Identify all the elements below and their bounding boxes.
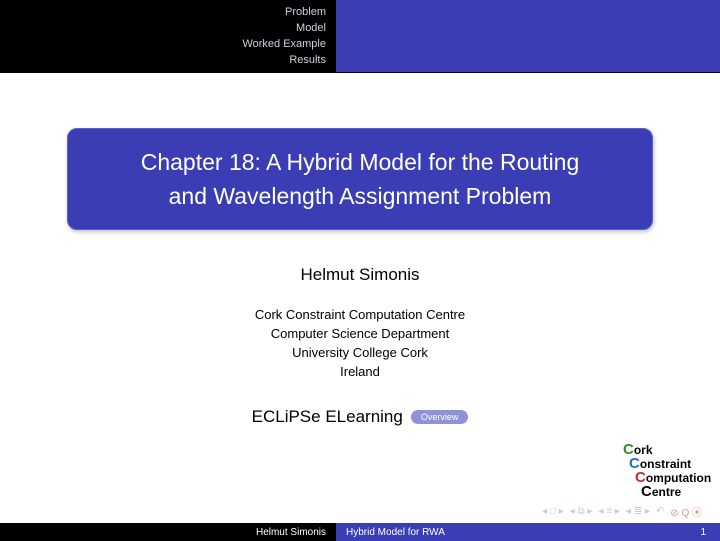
header-bar: Problem Model Worked Example Results [0,0,720,72]
logo-r4: entre [652,485,681,499]
header-sections: Problem Model Worked Example Results [0,0,336,72]
affiliation-line: University College Cork [0,343,720,362]
nav-item-worked-example[interactable]: Worked Example [242,36,326,52]
slide-content: Chapter 18: A Hybrid Model for the Routi… [0,128,720,427]
beamer-nav-icons: ◂ □ ▸ ◂ ⧉ ▸ ◂ ≡ ▸ ◂ ≣ ▸ ↶ ⊘ Q ⦿ [540,504,704,519]
footer-title: Hybrid Model for RWA [336,523,700,541]
title-block: Chapter 18: A Hybrid Model for the Routi… [67,128,653,230]
affiliation-line: Ireland [0,362,720,381]
nav-prev-section-icon[interactable]: ◂ ⧉ ▸ [568,506,595,517]
affiliation-line: Cork Constraint Computation Centre [0,305,720,324]
author-name: Helmut Simonis [0,265,720,285]
footer-author: Helmut Simonis [0,523,336,541]
affiliation-line: Computer Science Department [0,324,720,343]
footer-page-number: 1 [700,523,720,541]
affiliation: Cork Constraint Computation Centre Compu… [0,305,720,381]
footer-bar: Helmut Simonis Hybrid Model for RWA 1 [0,523,720,541]
nav-next-icon[interactable]: ◂ ≣ ▸ [624,506,652,517]
cccc-logo: Cork Constraint Computation Centre [623,443,708,503]
slide-title-line2: and Wavelength Assignment Problem [88,179,632,213]
course-label: ECLiPSe ELearning [252,407,403,427]
overview-badge[interactable]: Overview [411,410,469,424]
nav-search-icon[interactable]: ⊘ Q ⦿ [668,504,704,519]
nav-back-icon[interactable]: ↶ [654,506,666,517]
logo-r2: onstraint [640,457,691,471]
logo-r3: omputation [646,471,711,485]
slide-title-line1: Chapter 18: A Hybrid Model for the Routi… [88,145,632,179]
header-divider [0,72,720,73]
course-row: ECLiPSe ELearning Overview [0,407,720,427]
nav-prev-icon[interactable]: ◂ ≡ ▸ [596,506,621,517]
logo-c4: C [641,485,652,499]
nav-item-results[interactable]: Results [289,52,326,68]
nav-item-problem[interactable]: Problem [285,4,326,20]
nav-first-icon[interactable]: ◂ □ ▸ [540,506,566,517]
nav-item-model[interactable]: Model [296,20,326,36]
